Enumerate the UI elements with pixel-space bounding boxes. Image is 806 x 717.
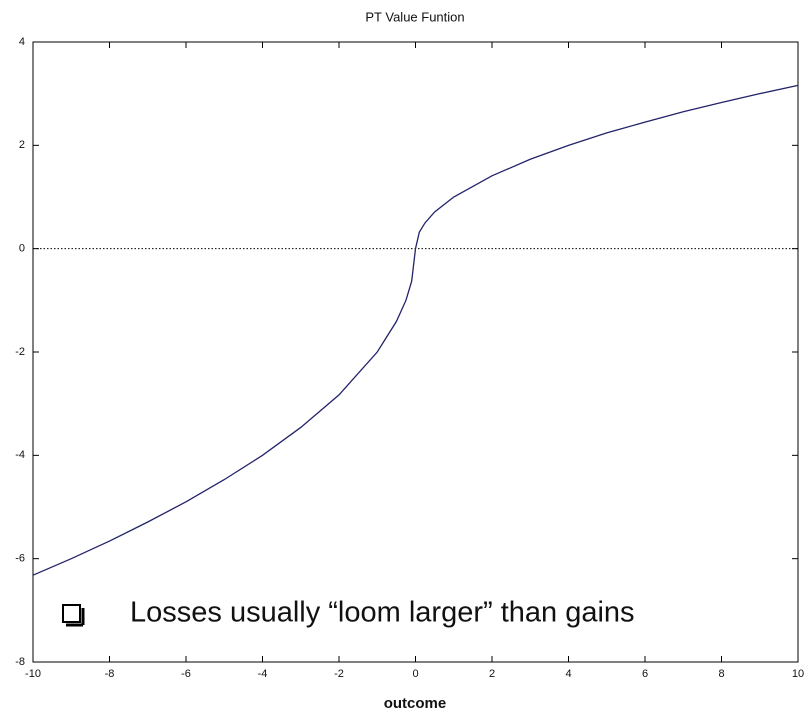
plot-frame	[32, 41, 799, 663]
x-tick-label: 6	[642, 668, 648, 680]
y-tick-label: -2	[15, 346, 25, 358]
x-tick-label: 2	[489, 668, 495, 680]
series-line	[32, 84, 799, 576]
x-tick-label: -8	[105, 668, 115, 680]
x-tick-label: 4	[565, 668, 571, 680]
y-tick-label: -4	[15, 449, 25, 461]
y-tick-label: 2	[19, 139, 25, 151]
y-tick-label: -6	[15, 553, 25, 565]
chart-title: PT Value Funtion	[365, 9, 464, 24]
x-tick-label: -10	[25, 668, 41, 680]
y-tick-label: 4	[19, 36, 25, 48]
x-tick-label: 10	[792, 668, 804, 680]
x-tick-label: -4	[258, 668, 268, 680]
bullet-box	[62, 604, 81, 623]
y-tick-label: -8	[15, 656, 25, 668]
x-tick-label: -6	[181, 668, 191, 680]
y-tick-label: 0	[19, 243, 25, 255]
x-tick-label: 0	[412, 668, 418, 680]
x-tick-label: 8	[718, 668, 724, 680]
annotation: Losses usually “loom larger” than gains	[130, 597, 635, 629]
x-tick-label: -2	[334, 668, 344, 680]
x-axis-label: outcome	[384, 695, 447, 712]
